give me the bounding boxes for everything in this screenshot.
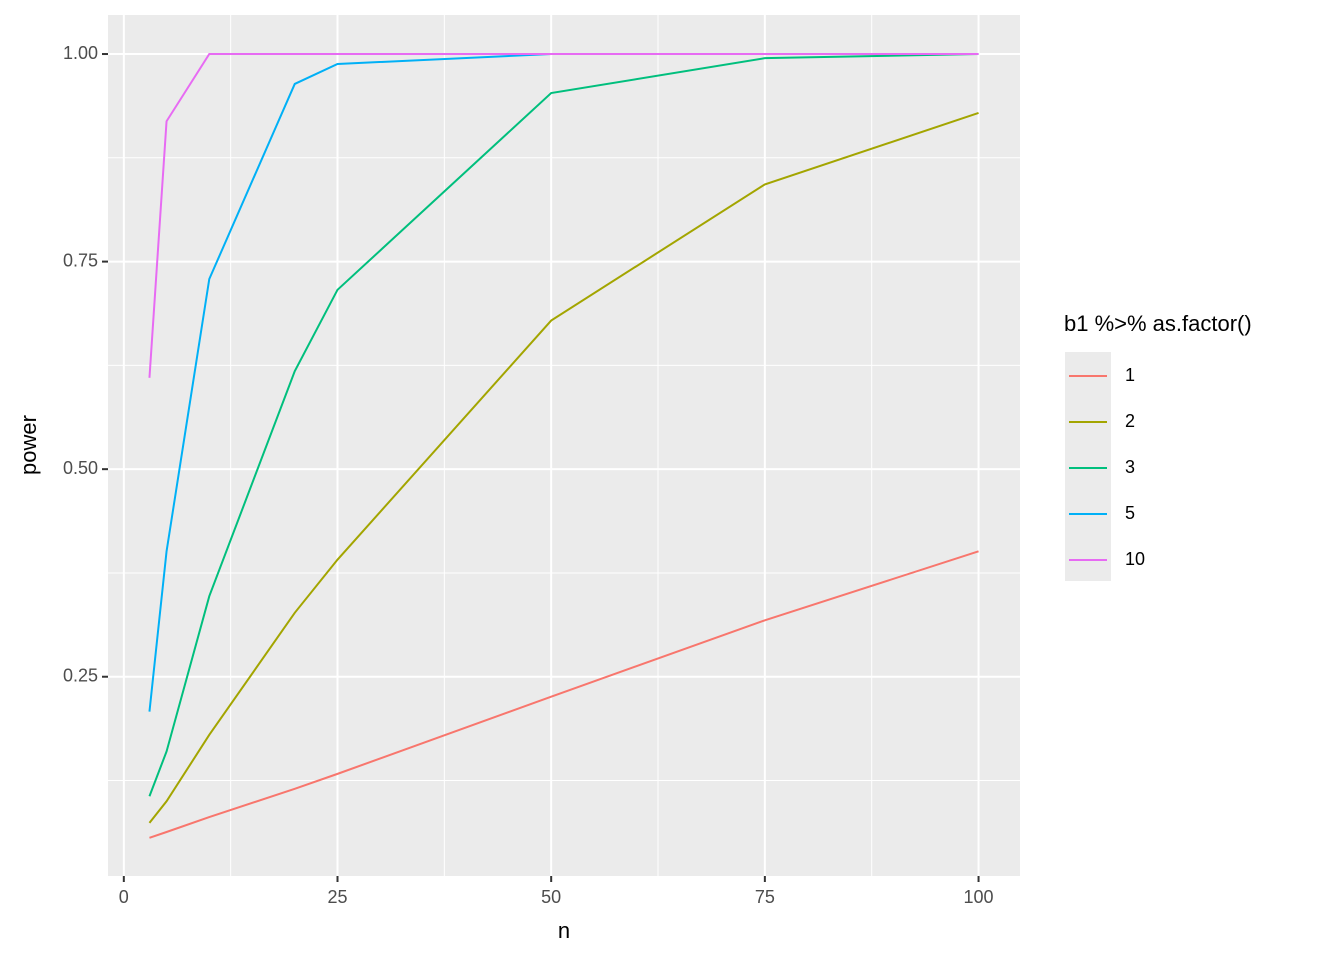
legend-title: b1 %>% as.factor() [1064,311,1252,336]
legend-label: 1 [1125,365,1135,385]
series-line [148,112,979,824]
legend-label: 3 [1125,457,1135,477]
x-tick-label: 100 [964,887,994,907]
y-tick-label: 0.50 [63,458,98,478]
series-line [149,550,979,839]
x-tick-label: 50 [541,887,561,907]
series-line [148,53,979,378]
x-tick-label: 25 [327,887,347,907]
legend-key-background [1065,352,1111,581]
y-axis-title: power [16,415,41,475]
x-axis-title: n [558,918,570,943]
x-tick-label: 0 [119,887,129,907]
legend-label: 2 [1125,411,1135,431]
legend-label: 10 [1125,549,1145,569]
series-line [148,53,979,797]
x-tick-label: 75 [755,887,775,907]
y-tick-label: 0.75 [63,250,98,270]
y-tick-label: 1.00 [63,43,98,63]
y-tick-label: 0.25 [63,665,98,685]
legend-label: 5 [1125,503,1135,523]
panel-background [108,15,1020,876]
